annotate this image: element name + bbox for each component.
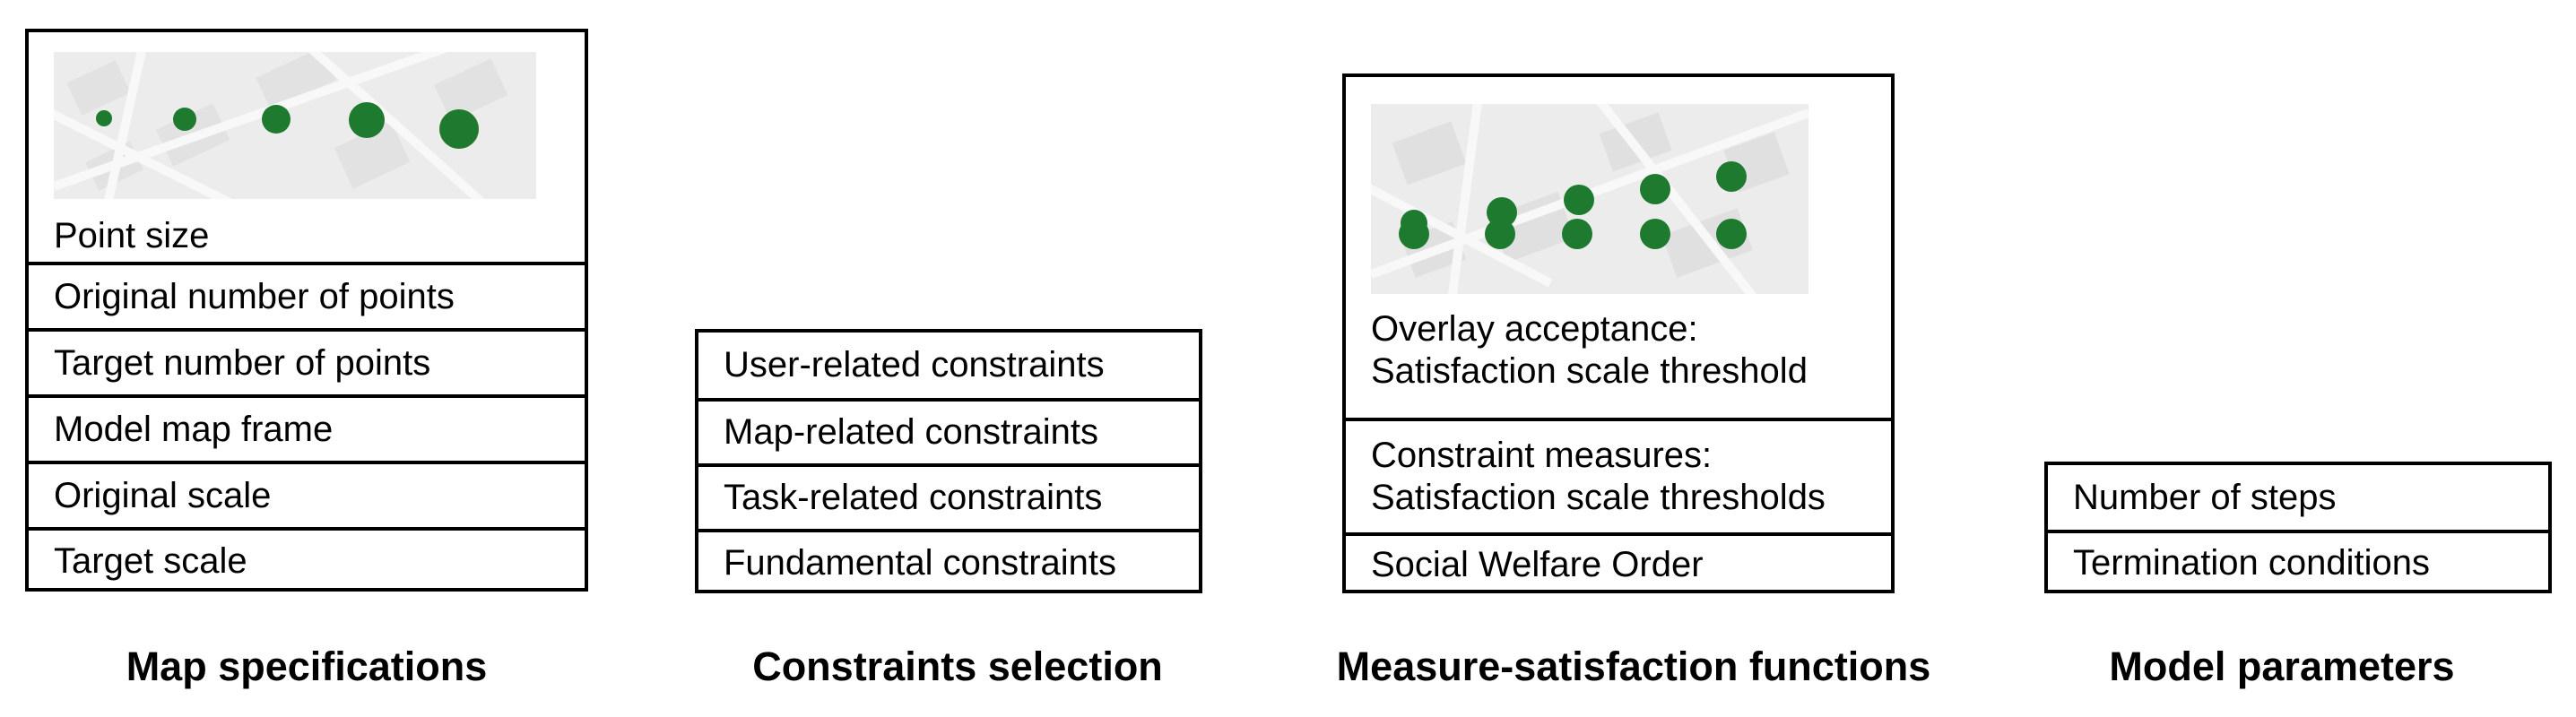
- point-size-panel: Point size: [29, 32, 585, 262]
- map-spec-row-target-scale: Target scale: [29, 527, 585, 592]
- overlay-acceptance-panel: Overlay acceptance: Satisfaction scale t…: [1346, 77, 1891, 418]
- social-welfare-order-row: Social Welfare Order: [1346, 532, 1891, 593]
- point-size-dot-2: [173, 108, 196, 131]
- constraint-row-task: Task-related constraints: [698, 463, 1199, 529]
- model-param-row-termination: Termination conditions: [2048, 530, 2548, 593]
- model-parameters-box: Number of steps Termination conditions: [2044, 462, 2552, 593]
- point-size-dot-3: [262, 105, 291, 134]
- map-background: [1371, 104, 1808, 294]
- constraint-row-user: User-related constraints: [724, 345, 1105, 384]
- map-background: [54, 52, 508, 199]
- map-spec-row-original-points: Original number of points: [29, 262, 585, 328]
- constraint-row-fundamental: Fundamental constraints: [698, 529, 1199, 593]
- overlay-acceptance-label: Overlay acceptance: Satisfaction scale t…: [1371, 308, 1808, 393]
- constraint-measures-row: Constraint measures: Satisfaction scale …: [1346, 418, 1891, 532]
- model-parameters-title: Model parameters: [2109, 644, 2455, 689]
- constraint-measures-line1: Constraint measures:: [1371, 435, 1713, 475]
- overlay-dot-c2: [1562, 219, 1592, 249]
- point-size-map-thumbnail: [54, 52, 536, 199]
- point-size-label: Point size: [54, 216, 210, 255]
- overlay-dot-e2: [1716, 219, 1747, 249]
- map-specifications-title: Map specifications: [126, 644, 488, 689]
- map-spec-row-target-points: Target number of points: [29, 328, 585, 394]
- overlay-dot-d1: [1640, 174, 1670, 204]
- constraint-measures-line2: Satisfaction scale thresholds: [1371, 478, 1826, 517]
- model-param-row-steps: Number of steps: [2073, 477, 2337, 517]
- overlay-dot-a2: [1399, 219, 1429, 249]
- constraints-selection-title: Constraints selection: [752, 644, 1163, 689]
- constraint-row-map: Map-related constraints: [698, 398, 1199, 463]
- overlay-acceptance-line1: Overlay acceptance:: [1371, 309, 1698, 349]
- overlay-acceptance-line2: Satisfaction scale threshold: [1371, 351, 1808, 392]
- overlay-dot-e1: [1716, 161, 1747, 192]
- map-specifications-box: Point size Original number of points Tar…: [25, 29, 588, 592]
- point-size-dot-4: [349, 102, 385, 138]
- measure-satisfaction-box: Overlay acceptance: Satisfaction scale t…: [1342, 73, 1895, 593]
- measure-satisfaction-title: Measure-satisfaction functions: [1336, 644, 1931, 689]
- overlay-dot-c1: [1564, 185, 1594, 215]
- point-size-dot-1: [96, 110, 112, 126]
- overlay-map-thumbnail: [1371, 104, 1808, 294]
- map-spec-row-original-scale: Original scale: [29, 461, 585, 527]
- constraints-selection-box: User-related constraints Map-related con…: [695, 329, 1202, 593]
- overlay-dot-d2: [1640, 219, 1670, 249]
- overlay-dot-b2: [1485, 219, 1515, 249]
- point-size-dot-5: [439, 109, 479, 149]
- map-spec-row-model-map-frame: Model map frame: [29, 394, 585, 461]
